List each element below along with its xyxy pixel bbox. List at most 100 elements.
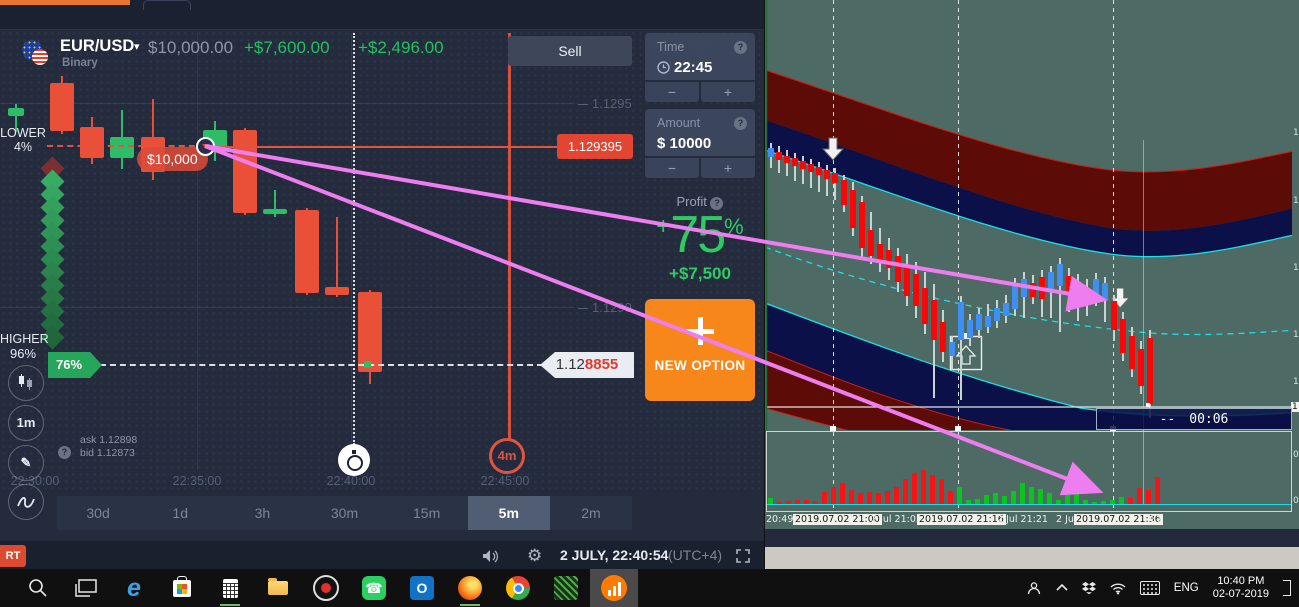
mt4-price-stub: 1 <box>1293 128 1299 138</box>
taskbar-icon-iqoption[interactable] <box>590 569 638 607</box>
timeframe-30d[interactable]: 30d <box>86 505 110 521</box>
mt4-candle <box>895 256 901 282</box>
taskbar-icon-search[interactable] <box>14 569 62 607</box>
mt4-timestamp: :37 <box>1147 514 1163 525</box>
mt4-timestamp: 2019.07.02 21:16 <box>917 514 1006 525</box>
candle-wick <box>15 104 17 132</box>
sell-button[interactable]: Sell <box>508 36 632 66</box>
taskbar-icon-firefox[interactable] <box>446 569 494 607</box>
instrument-flag-icon[interactable] <box>22 40 54 70</box>
volume-bar <box>858 493 863 504</box>
candle-interval-button[interactable]: 1m <box>8 405 44 441</box>
timer-value: 00:06 <box>1189 411 1229 427</box>
draw-tool-button[interactable]: ✎ <box>8 445 44 481</box>
volume-bar <box>984 495 989 504</box>
iqoption-icon <box>601 575 627 601</box>
chart-badge[interactable]: RT <box>0 545 26 567</box>
language-indicator[interactable]: ENG <box>1173 582 1199 594</box>
mt4-candle <box>985 316 991 327</box>
mt4-candle <box>824 170 830 179</box>
fullscreen-icon[interactable] <box>736 549 750 563</box>
firefox-icon <box>458 576 482 600</box>
taskbar-icon-file-explorer[interactable] <box>254 569 302 607</box>
taskbar-icon-whatsapp[interactable]: ☎ <box>350 569 398 607</box>
mt4-candle <box>1048 272 1054 290</box>
mt4-candle <box>1129 336 1135 369</box>
mt4-candle <box>868 230 874 256</box>
people-icon[interactable] <box>1026 581 1042 595</box>
mt4-volume-zero: 0 <box>1293 496 1299 506</box>
timeframe-3h[interactable]: 3h <box>254 505 271 521</box>
mt4-candle <box>784 156 790 163</box>
volume-bar <box>786 501 791 504</box>
mt4-candle <box>949 342 955 356</box>
dropbox-icon[interactable] <box>1081 581 1096 595</box>
mt4-timestamp: 2019.07.02 21:00 <box>793 514 882 525</box>
tab-outline[interactable] <box>143 0 191 10</box>
timeframe-5m[interactable]: 5m <box>467 496 550 530</box>
search-icon <box>29 579 47 597</box>
taskbar-icon-chrome[interactable] <box>494 569 542 607</box>
indicators-button[interactable] <box>8 484 44 520</box>
mt4-candle <box>1039 277 1045 299</box>
taskbar-icon-calculator[interactable] <box>206 569 254 607</box>
time-box: Time ? 22:45 <box>645 33 755 80</box>
mt4-candle <box>1147 338 1153 404</box>
time-plus-button[interactable]: + <box>701 82 755 102</box>
mt4-candle <box>967 320 973 338</box>
system-tray: ENG 10:40 PM 02-07-2019 <box>1026 569 1299 607</box>
trade-profit: +$2,496.00 <box>358 38 444 57</box>
chevron-down-icon[interactable]: ▾ <box>134 41 140 53</box>
timeframe-2m[interactable]: 2m <box>581 505 601 521</box>
timeframe-15m[interactable]: 15m <box>413 505 441 521</box>
taskbar-icon-alpari[interactable] <box>542 569 590 607</box>
platform-status-bar: RT ⚙ 2 JULY, 22:40:54 (UTC+4) <box>0 541 764 569</box>
mt4-price-stub: 1 <box>1293 263 1299 273</box>
taskbar-icon-outlook[interactable]: O <box>398 569 446 607</box>
mt4-candle <box>1102 283 1108 300</box>
touch-keyboard-icon[interactable] <box>1139 581 1160 595</box>
gear-icon[interactable]: ⚙ <box>527 546 543 565</box>
help-icon[interactable]: ? <box>734 41 747 54</box>
volume-bar <box>903 479 908 504</box>
timeframe-30m[interactable]: 30m <box>330 505 359 521</box>
taskbar-icon-store[interactable] <box>158 569 206 607</box>
volume-bar <box>912 473 917 504</box>
help-icon[interactable]: ? <box>734 117 747 130</box>
taskbar-icon-recorder[interactable] <box>302 569 350 607</box>
running-indicator <box>220 604 240 606</box>
mt4-candle <box>850 190 856 228</box>
timeframe-bar: 30d 1d 3h 30m 15m 5m 2m <box>57 496 632 530</box>
wifi-icon[interactable] <box>1110 582 1126 595</box>
chevron-up-icon[interactable] <box>1056 584 1068 592</box>
tray-clock[interactable]: 10:40 PM 02-07-2019 <box>1213 575 1269 601</box>
balance-value[interactable]: $10,000.00 <box>148 38 234 57</box>
time-minus-button[interactable]: − <box>645 82 699 102</box>
mt4-candle <box>877 244 883 263</box>
speaker-icon[interactable] <box>482 549 499 563</box>
mt4-candle <box>1057 264 1063 286</box>
time-value[interactable]: 22:45 <box>657 59 712 76</box>
timeframe-1d[interactable]: 1d <box>172 505 188 521</box>
edge-icon: e <box>127 573 141 602</box>
volume-bar <box>885 491 890 504</box>
mt4-candle <box>776 152 782 160</box>
action-center-icon[interactable] <box>1283 580 1291 596</box>
taskbar-icon-edge[interactable]: e <box>110 569 158 607</box>
mt4-candle <box>792 158 798 166</box>
instrument-name[interactable]: EUR/USD <box>60 37 135 55</box>
chart-type-button[interactable] <box>8 365 44 401</box>
volume-bar <box>957 487 962 504</box>
volume-bar <box>1020 483 1025 504</box>
volume-bar <box>849 490 854 504</box>
status-datetime: 2 JULY, 22:40:54 <box>560 547 669 563</box>
help-icon[interactable]: ? <box>58 446 71 459</box>
mt4-candle <box>940 322 946 352</box>
timer-dash: -- <box>1159 411 1176 427</box>
last-price-dot <box>1146 403 1150 407</box>
stake-badge: $10,000 <box>137 147 208 171</box>
mt4-candle <box>816 167 822 175</box>
mt4-candle <box>994 308 1000 321</box>
taskbar-icon-task-view[interactable] <box>62 569 110 607</box>
